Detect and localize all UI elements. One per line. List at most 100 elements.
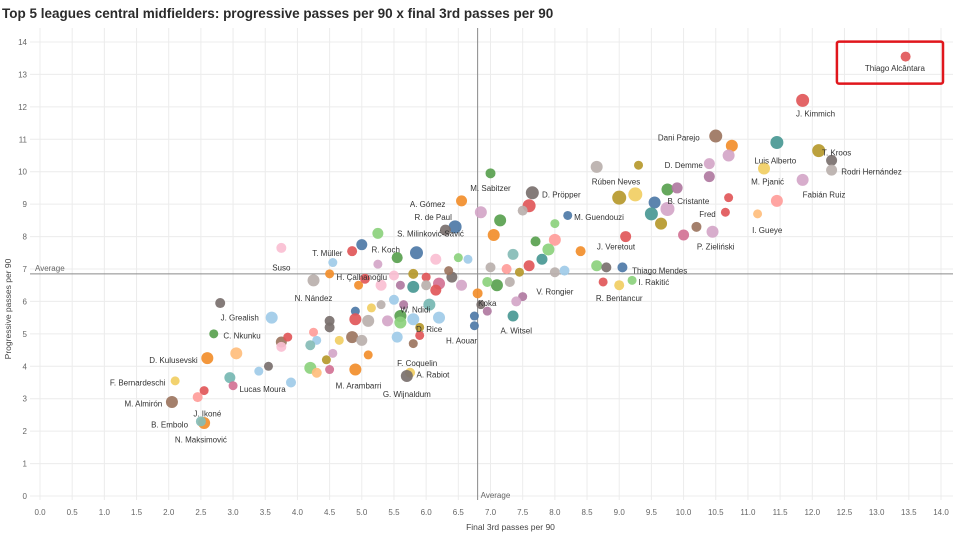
data-point <box>400 370 413 383</box>
data-point <box>209 329 219 339</box>
point-label: J. Grealish <box>221 314 259 323</box>
data-point <box>346 331 359 344</box>
data-point <box>362 314 375 327</box>
point-label: D. Rice <box>416 325 443 334</box>
data-point <box>360 273 371 284</box>
point-label: S. Milinković-Savić <box>397 229 464 238</box>
x-tick-label: 10.0 <box>676 508 692 517</box>
data-point <box>354 280 364 290</box>
data-point <box>391 252 403 264</box>
data-point <box>758 162 771 175</box>
data-point <box>469 321 479 331</box>
data-point <box>671 182 683 194</box>
y-axis-label: Progressive passes per 90 <box>3 258 13 359</box>
data-point <box>507 248 519 260</box>
data-point <box>350 306 360 316</box>
point-label: J. Kimmich <box>796 109 835 118</box>
point-label: Rúben Neves <box>592 177 640 186</box>
highlight-box <box>835 40 945 85</box>
data-point <box>373 259 383 269</box>
data-point <box>709 129 723 143</box>
point-label: T. Müller <box>312 249 343 258</box>
data-point <box>408 268 419 279</box>
point-label: M. Guendouzi <box>574 213 624 222</box>
point-label: G. Wijnaldum <box>383 390 431 399</box>
data-point <box>366 303 376 313</box>
y-tick-label: 6 <box>23 297 28 306</box>
data-point <box>812 144 826 158</box>
data-point <box>307 274 320 287</box>
data-point <box>563 210 573 220</box>
data-point <box>408 339 418 349</box>
point-label: R. de Paul <box>415 213 453 222</box>
data-point <box>305 340 316 351</box>
data-point <box>356 334 368 346</box>
chart-title: Top 5 leagues central midfielders: progr… <box>2 6 554 21</box>
y-tick-label: 9 <box>23 200 28 209</box>
point-label: J. Veretout <box>597 242 636 251</box>
x-tick-label: 9.5 <box>646 508 658 517</box>
data-point <box>598 277 608 287</box>
data-point <box>517 205 528 216</box>
x-tick-label: 14.0 <box>933 508 949 517</box>
data-point <box>706 225 719 238</box>
data-point <box>356 239 368 251</box>
data-point <box>325 269 335 279</box>
data-point <box>514 267 524 277</box>
data-point <box>283 332 293 342</box>
data-point <box>448 220 462 234</box>
point-label: Koka <box>478 299 497 308</box>
data-point <box>325 365 335 375</box>
point-label: F. Coquelin <box>397 359 437 368</box>
point-label: D. Kulusevski <box>149 356 198 365</box>
data-point <box>311 367 322 378</box>
x-tick-labels: 0.0 0.5 1.0 1.5 2.0 2.5 3.0 3.5 4.0 4.5 5.0 5.5 6.0 6… <box>34 508 949 517</box>
data-point <box>328 258 338 268</box>
data-point <box>482 276 493 287</box>
data-point <box>430 284 442 296</box>
data-point <box>634 160 644 170</box>
point-label: B. Embolo <box>151 421 188 430</box>
data-point <box>474 206 487 219</box>
data-point <box>453 253 463 263</box>
x-tick-label: 2.0 <box>163 508 175 517</box>
data-point <box>691 221 702 232</box>
data-point <box>439 224 451 236</box>
x-tick-label: 5.5 <box>388 508 400 517</box>
data-point <box>548 233 561 246</box>
data-point <box>433 311 446 324</box>
data-point <box>494 214 507 227</box>
point-label: Fred <box>699 210 715 219</box>
data-point <box>753 209 763 219</box>
data-point <box>399 300 409 310</box>
average-lines <box>30 28 953 500</box>
data-point <box>285 377 296 388</box>
point-label: I. Rakitić <box>639 278 670 287</box>
data-point <box>415 330 425 340</box>
data-point <box>590 160 603 173</box>
point-label: T. Kroos <box>822 148 851 157</box>
x-tick-label: 12.5 <box>837 508 853 517</box>
data-point <box>421 280 432 291</box>
data-point <box>276 242 287 253</box>
x-tick-label: 6.0 <box>421 508 433 517</box>
y-tick-label: 7 <box>23 265 28 274</box>
point-label: D. Pröpper <box>542 190 581 199</box>
point-label: Luis Alberto <box>754 156 796 165</box>
data-point <box>463 254 473 264</box>
x-tick-label: 1.0 <box>99 508 111 517</box>
point-label: J. Ikoné <box>193 409 222 418</box>
data-point <box>614 280 625 291</box>
y-tick-label: 2 <box>23 427 28 436</box>
data-point <box>826 164 838 176</box>
data-point <box>501 264 512 274</box>
x-tick-label: 13.0 <box>869 508 885 517</box>
point-label: N. Maksimović <box>175 435 227 444</box>
x-tick-label: 4.0 <box>292 508 304 517</box>
y-tick-label: 10 <box>18 168 27 177</box>
x-tick-label: 12.0 <box>804 508 820 517</box>
data-point <box>456 195 468 207</box>
data-point <box>363 350 373 360</box>
point-label: Lucas Moura <box>240 385 287 394</box>
